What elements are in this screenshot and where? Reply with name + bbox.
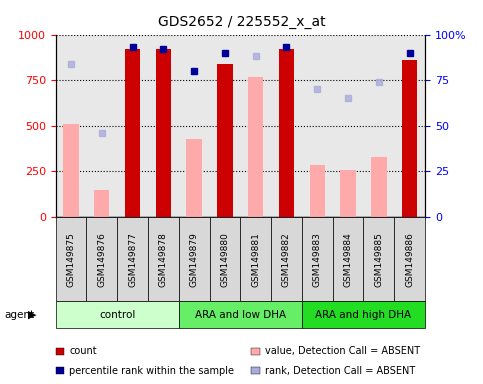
Text: GSM149875: GSM149875 — [67, 232, 75, 286]
Text: agent: agent — [5, 310, 35, 320]
Bar — [63, 124, 79, 217]
Text: ▶: ▶ — [28, 310, 36, 320]
Text: GSM149883: GSM149883 — [313, 232, 322, 286]
Text: control: control — [99, 310, 135, 320]
Text: GSM149880: GSM149880 — [220, 232, 229, 286]
Text: ARA and low DHA: ARA and low DHA — [195, 310, 286, 320]
Text: GSM149877: GSM149877 — [128, 232, 137, 286]
Text: GSM149884: GSM149884 — [343, 232, 353, 286]
Bar — [125, 49, 140, 217]
Bar — [402, 60, 417, 217]
Bar — [248, 76, 263, 217]
Text: GSM149885: GSM149885 — [374, 232, 384, 286]
Text: GDS2652 / 225552_x_at: GDS2652 / 225552_x_at — [157, 15, 326, 29]
Bar — [217, 64, 233, 217]
Bar — [341, 170, 356, 217]
Text: GSM149882: GSM149882 — [282, 232, 291, 286]
Bar — [156, 49, 171, 217]
Bar — [371, 157, 386, 217]
Text: ARA and high DHA: ARA and high DHA — [315, 310, 412, 320]
Text: GSM149881: GSM149881 — [251, 232, 260, 286]
Text: value, Detection Call = ABSENT: value, Detection Call = ABSENT — [265, 346, 420, 356]
Bar — [186, 139, 202, 217]
Bar — [94, 190, 110, 217]
Text: count: count — [69, 346, 97, 356]
Text: GSM149878: GSM149878 — [159, 232, 168, 286]
Text: percentile rank within the sample: percentile rank within the sample — [69, 366, 234, 376]
Text: rank, Detection Call = ABSENT: rank, Detection Call = ABSENT — [265, 366, 415, 376]
Text: GSM149876: GSM149876 — [97, 232, 106, 286]
Bar — [279, 49, 294, 217]
Text: GSM149879: GSM149879 — [190, 232, 199, 286]
Text: GSM149886: GSM149886 — [405, 232, 414, 286]
Bar — [310, 165, 325, 217]
